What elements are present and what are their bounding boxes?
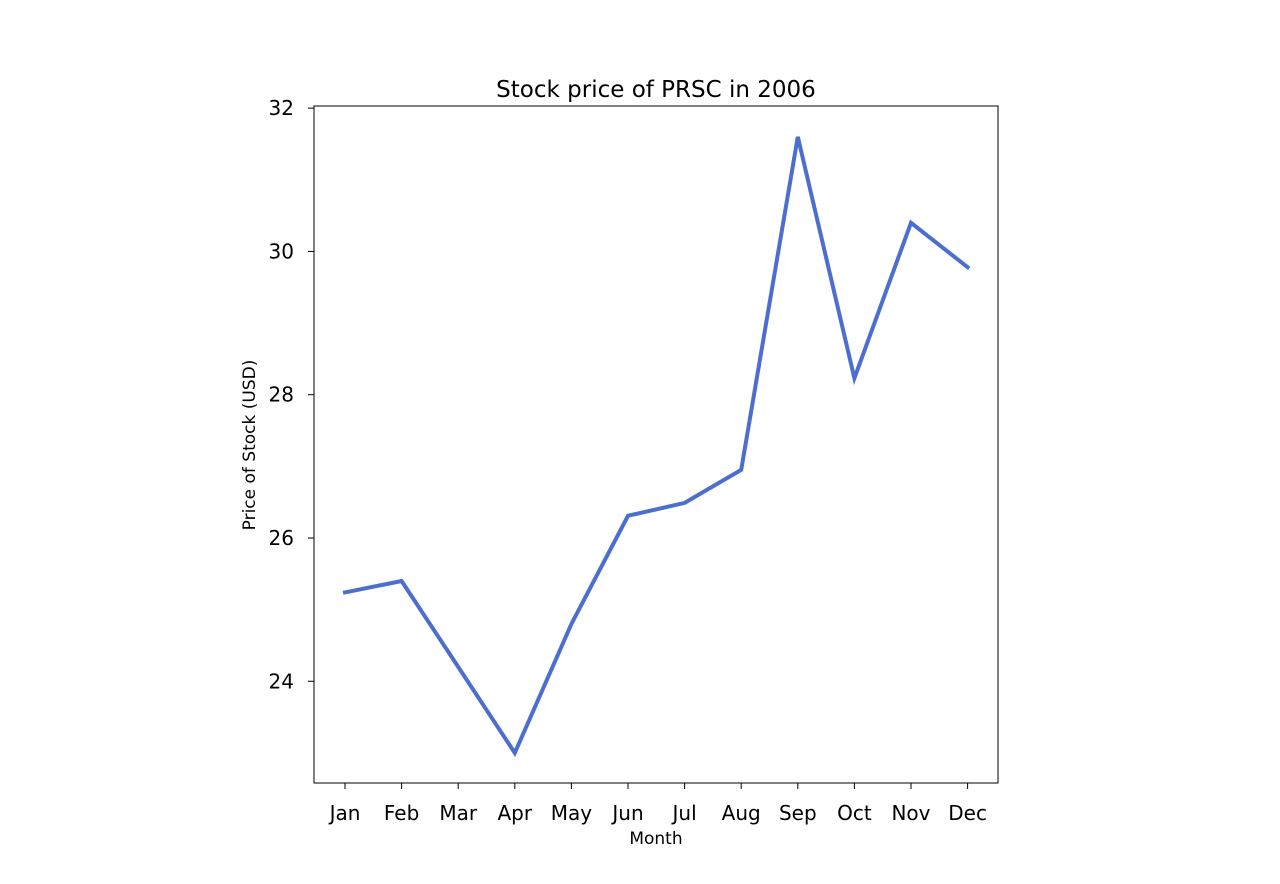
x-tick-label: May (551, 801, 593, 825)
y-axis: 24 26 28 30 32 (269, 96, 314, 693)
y-tick-label: 26 (269, 526, 294, 550)
x-tick-label: Nov (891, 801, 930, 825)
y-tick-label: 30 (269, 239, 294, 263)
y-tick-label: 28 (269, 383, 294, 407)
x-axis: Jan Feb Mar Apr May Jun Jul Aug Sep Oct Nov Dec (328, 783, 987, 825)
x-tick-label: Feb (384, 801, 419, 825)
x-tick-label: Sep (779, 801, 817, 825)
series-line (342, 136, 971, 758)
x-tick-label: Jul (671, 801, 697, 825)
x-tick-label: Mar (439, 801, 478, 825)
x-tick-label: Apr (497, 801, 532, 825)
x-tick-label: Jun (610, 801, 643, 825)
x-tick-label: Jan (328, 801, 361, 825)
x-tick-label: Dec (948, 801, 987, 825)
y-tick-label: 24 (269, 669, 294, 693)
y-axis-label: Price of Stock (USD) (240, 360, 260, 531)
x-tick-label: Aug (722, 801, 761, 825)
chart-title: Stock price of PRSC in 2006 (496, 77, 816, 103)
y-tick-label: 32 (269, 96, 294, 120)
x-axis-label: Month (629, 829, 682, 849)
x-tick-label: Oct (837, 801, 872, 825)
data-series (342, 136, 971, 758)
plot-area-frame (313, 105, 999, 784)
